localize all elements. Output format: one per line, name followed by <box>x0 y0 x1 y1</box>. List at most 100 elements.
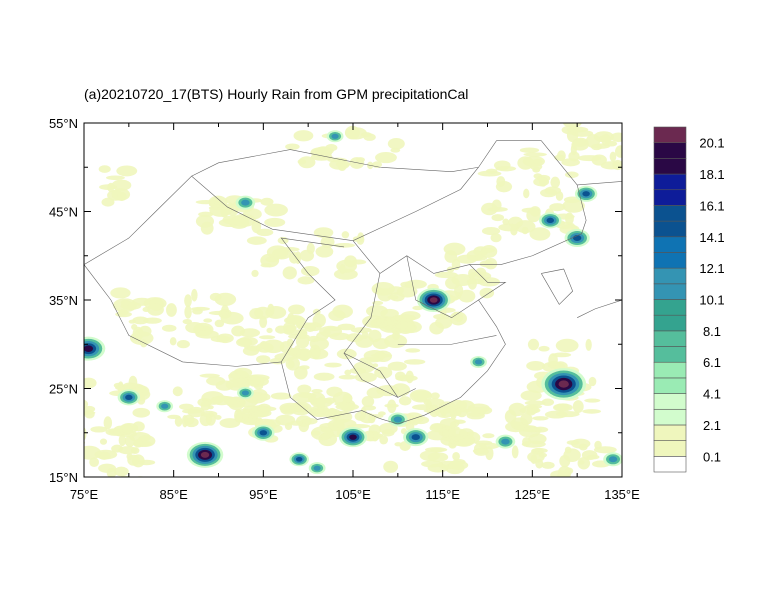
rain-patch <box>174 416 183 427</box>
rain-patch <box>578 443 588 451</box>
rain-patch <box>270 392 292 400</box>
rain-patch <box>132 316 149 325</box>
rain-patch <box>524 400 546 406</box>
rain-patch <box>544 186 562 195</box>
rain-patch <box>495 166 517 172</box>
rain-patch <box>566 440 580 445</box>
boundary-line <box>280 237 345 363</box>
rain-patch <box>84 409 95 419</box>
rain-patch <box>200 410 218 418</box>
rain-patch <box>484 258 498 270</box>
rain-patch <box>593 446 617 454</box>
colorbar-label: 2.1 <box>703 418 721 433</box>
boundary-line <box>577 299 622 318</box>
rain-patch <box>274 352 297 361</box>
lon-tick-label: 125°E <box>515 487 551 502</box>
rain-patch <box>520 390 542 401</box>
rain-patch <box>456 406 468 418</box>
rain-patch <box>448 460 469 470</box>
colorbar-box <box>653 330 687 347</box>
rain-patch <box>491 199 502 211</box>
rain-patch <box>521 226 529 235</box>
rain-patch <box>445 276 460 290</box>
rain-patch <box>452 311 459 321</box>
rain-patch <box>307 335 321 342</box>
rain-patch <box>266 327 273 334</box>
lon-tick-label: 105°E <box>335 487 371 502</box>
rain-patch <box>339 264 346 275</box>
rain-patch <box>161 324 177 332</box>
rain-patch <box>404 279 427 289</box>
rain-patch <box>242 409 250 421</box>
rain-patch <box>123 478 134 487</box>
rain-patch <box>332 419 357 429</box>
rain-patch <box>581 450 598 461</box>
rain-patch <box>477 406 493 415</box>
rain-patch <box>375 151 397 164</box>
rain-patch <box>297 276 315 285</box>
rain-patch <box>113 466 129 477</box>
rain-patch <box>519 147 540 153</box>
rain-patch <box>106 175 125 181</box>
rain-patch <box>482 433 495 439</box>
boundary-line <box>343 273 416 398</box>
boundary-line <box>343 352 398 398</box>
rain-patch <box>403 359 426 365</box>
rain-patch <box>450 421 457 429</box>
rain-patch <box>113 382 124 389</box>
rain-patch <box>443 242 466 256</box>
rain-patch <box>521 440 546 448</box>
rain-patch <box>182 318 193 325</box>
boundary-line <box>379 184 587 425</box>
rain-patch <box>353 361 376 373</box>
rain-patch <box>137 435 156 447</box>
rain-patch <box>361 396 375 408</box>
rain-patch <box>511 445 519 459</box>
rain-patch <box>223 397 240 405</box>
lon-tick-label: 95°E <box>249 487 278 502</box>
rain-core <box>558 380 569 388</box>
rain-patch <box>176 340 190 349</box>
rain-patch <box>559 454 571 468</box>
rain-patch <box>101 197 115 207</box>
rain-patch <box>614 145 622 158</box>
boundary-line <box>397 335 497 345</box>
rain-patch <box>502 218 510 225</box>
rain-patch <box>111 188 131 201</box>
rain-core <box>393 416 403 423</box>
rain-patch <box>565 212 574 225</box>
rain-patch <box>299 249 315 262</box>
rain-patch <box>184 305 192 319</box>
rain-patch <box>450 407 457 420</box>
rain-patch <box>541 398 555 406</box>
rain-core <box>474 359 483 365</box>
rain-patch <box>550 470 570 477</box>
rain-patch <box>355 335 374 348</box>
colorbar-box <box>653 408 687 426</box>
lon-tick-label: 135°E <box>604 487 640 502</box>
colorbar-label: 18.1 <box>699 167 724 182</box>
figure-title: (a)20210720_17(BTS) Hourly Rain from GPM… <box>84 86 469 102</box>
rain-patch <box>195 200 217 205</box>
rain-patch <box>387 286 404 295</box>
lat-tick-label: 15°N <box>49 470 78 485</box>
rain-patch <box>243 208 262 220</box>
colorbar-box <box>653 142 687 159</box>
rain-patch <box>481 226 501 236</box>
colorbar-box <box>653 173 687 191</box>
rain-patch <box>131 454 145 468</box>
colorbar: 0.1 2.1 4.1 6.1 8.1 10.1 12.1 14.1 16.1 18.1 20.1 <box>653 126 725 473</box>
rain-patch <box>549 203 566 212</box>
rain-patch <box>288 252 300 264</box>
rain-patch <box>410 416 420 426</box>
rain-patch <box>181 414 188 428</box>
rain-patch <box>254 384 264 390</box>
rain-patch <box>367 431 375 442</box>
boundary-line <box>84 140 622 265</box>
rain-patch <box>266 245 289 259</box>
rain-patch <box>84 377 97 389</box>
colorbar-box <box>653 252 687 269</box>
rain-patch <box>288 304 305 315</box>
colorbar-label: 0.1 <box>703 449 721 464</box>
rain-patch <box>315 409 330 414</box>
